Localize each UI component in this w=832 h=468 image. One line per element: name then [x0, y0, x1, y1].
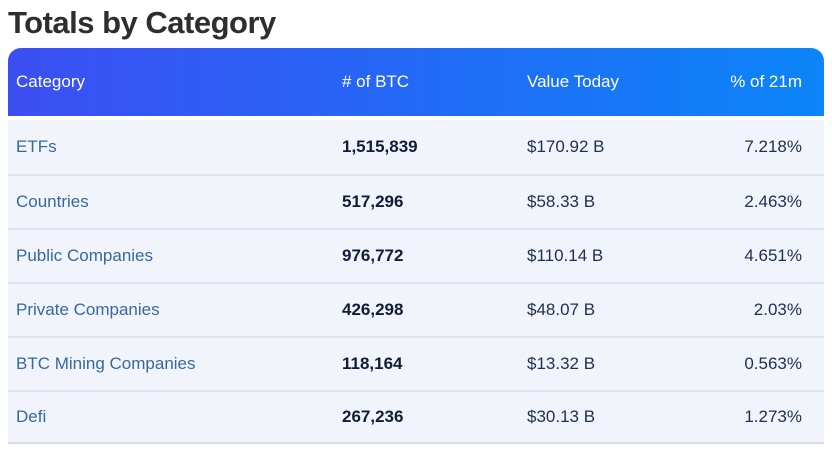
category-link-private-companies[interactable]: Private Companies	[16, 300, 160, 319]
table-row-btc-mining-companies: BTC Mining Companies 118,164 $13.32 B 0.…	[8, 336, 824, 390]
pct-cell: 0.563%	[744, 354, 802, 373]
totals-by-category-table: Category # of BTC Value Today % of 21m E…	[8, 48, 824, 444]
category-cell: BTC Mining Companies	[8, 354, 334, 374]
category-cell: Countries	[8, 192, 334, 212]
pct-cell: 2.03%	[753, 300, 802, 319]
category-link-btc-mining-companies[interactable]: BTC Mining Companies	[16, 354, 196, 373]
btc-cell: 517,296	[342, 192, 404, 211]
table-row-public-companies: Public Companies 976,772 $110.14 B 4.651…	[8, 228, 824, 282]
value-cell: $30.13 B	[527, 407, 596, 426]
column-header-category: Category	[16, 72, 85, 91]
pct-cell: 7.218%	[744, 137, 802, 156]
category-cell: Defi	[8, 407, 334, 427]
category-link-defi[interactable]: Defi	[16, 407, 47, 426]
category-link-etfs[interactable]: ETFs	[16, 137, 57, 156]
category-cell: Public Companies	[8, 246, 334, 266]
page-title: Totals by Category	[8, 5, 276, 40]
pct-cell: 2.463%	[744, 192, 802, 211]
pct-cell: 1.273%	[744, 407, 802, 426]
btc-cell: 118,164	[342, 354, 403, 373]
category-link-countries[interactable]: Countries	[16, 192, 89, 211]
value-cell: $48.07 B	[527, 300, 596, 319]
category-cell: Private Companies	[8, 300, 334, 320]
table-row-defi: Defi 267,236 $30.13 B 1.273%	[8, 390, 824, 444]
btc-cell: 976,772	[342, 246, 404, 265]
btc-cell: 1,515,839	[342, 137, 418, 156]
table-row-etfs: ETFs 1,515,839 $170.92 B 7.218%	[8, 120, 824, 174]
btc-cell: 426,298	[342, 300, 404, 319]
pct-cell: 4.651%	[744, 246, 802, 265]
column-header-btc: # of BTC	[342, 72, 410, 91]
btc-cell: 267,236	[342, 407, 404, 426]
value-cell: $110.14 B	[527, 246, 604, 265]
value-cell: $170.92 B	[527, 137, 605, 156]
table-row-countries: Countries 517,296 $58.33 B 2.463%	[8, 174, 824, 228]
category-link-public-companies[interactable]: Public Companies	[16, 246, 154, 265]
table-row-private-companies: Private Companies 426,298 $48.07 B 2.03%	[8, 282, 824, 336]
column-header-value-today: Value Today	[527, 72, 619, 91]
column-header-pct-21m: % of 21m	[730, 72, 802, 91]
value-cell: $13.32 B	[527, 354, 596, 373]
value-cell: $58.33 B	[527, 192, 596, 211]
category-cell: ETFs	[8, 137, 334, 157]
table-header-row: Category # of BTC Value Today % of 21m	[8, 48, 824, 116]
